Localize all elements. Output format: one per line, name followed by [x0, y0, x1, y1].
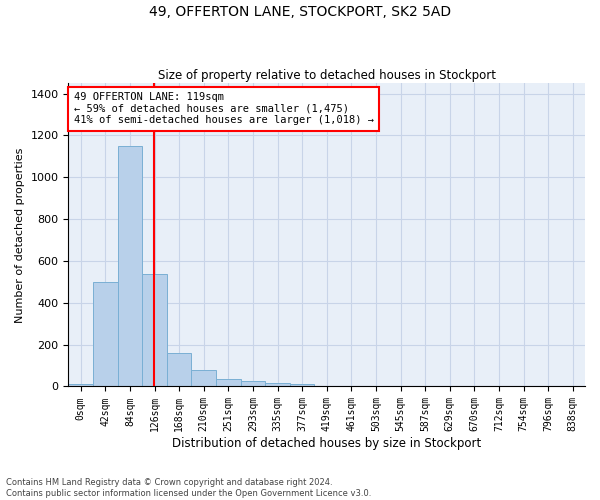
X-axis label: Distribution of detached houses by size in Stockport: Distribution of detached houses by size …: [172, 437, 481, 450]
Bar: [167, 353, 191, 386]
Text: Contains HM Land Registry data © Crown copyright and database right 2024.
Contai: Contains HM Land Registry data © Crown c…: [6, 478, 371, 498]
Bar: [142, 274, 167, 386]
Text: 49 OFFERTON LANE: 119sqm
← 59% of detached houses are smaller (1,475)
41% of sem: 49 OFFERTON LANE: 119sqm ← 59% of detach…: [74, 92, 374, 126]
Bar: [93, 282, 118, 387]
Text: 49, OFFERTON LANE, STOCKPORT, SK2 5AD: 49, OFFERTON LANE, STOCKPORT, SK2 5AD: [149, 5, 451, 19]
Bar: [241, 380, 265, 386]
Bar: [191, 370, 216, 386]
Bar: [290, 384, 314, 386]
Bar: [68, 384, 93, 386]
Title: Size of property relative to detached houses in Stockport: Size of property relative to detached ho…: [158, 69, 496, 82]
Bar: [265, 382, 290, 386]
Bar: [118, 146, 142, 386]
Y-axis label: Number of detached properties: Number of detached properties: [15, 147, 25, 322]
Bar: [216, 379, 241, 386]
